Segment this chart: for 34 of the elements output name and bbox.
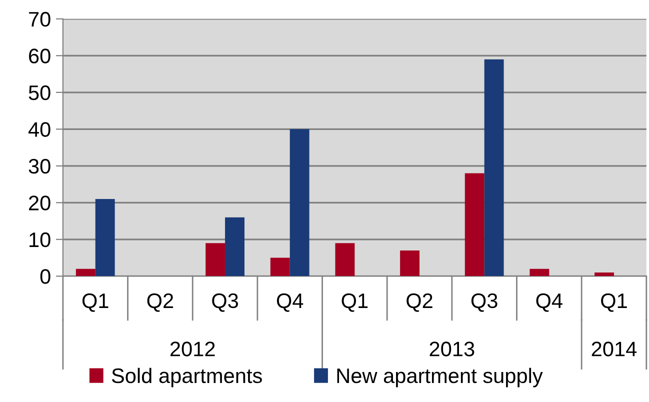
bar [464, 173, 484, 276]
bar [335, 243, 355, 276]
y-tick-label: 50 [28, 85, 50, 100]
text: 2012 [170, 342, 215, 356]
x-tick-label: Q1 [601, 293, 627, 312]
x-tick-label: Q3 [212, 293, 238, 312]
bar [594, 272, 614, 276]
bar [530, 268, 550, 276]
x-tick-label: Q4 [276, 293, 304, 312]
x-tick-label: Q1 [342, 293, 368, 312]
x-tick-label: Q4 [536, 293, 562, 312]
legend-label: Sold apartments [112, 368, 262, 388]
bar [95, 198, 115, 276]
bar [400, 250, 420, 276]
bar [484, 59, 504, 276]
x-tick-label: Q3 [471, 293, 498, 312]
y-tick-label: 20 [29, 196, 50, 210]
x-tick-label: Q2 [406, 293, 432, 312]
text: 2014 [592, 342, 637, 356]
legend-label: New apartment supply [337, 368, 543, 388]
y-tick-label: 40 [28, 122, 50, 137]
y-tick-label: 60 [29, 48, 50, 64]
bar [270, 258, 290, 276]
y-tick-label: 0 [40, 269, 50, 284]
x-tick-label: Q2 [147, 293, 174, 312]
text: 2013 [430, 342, 474, 356]
bar [206, 243, 226, 276]
y-tick-label: 70 [29, 12, 50, 27]
y-tick-label: 10 [30, 232, 50, 248]
bar [76, 268, 96, 276]
y-tick-label: 30 [28, 158, 50, 174]
bar [290, 129, 310, 276]
bar [225, 217, 244, 276]
x-tick-label: Q1 [82, 293, 108, 312]
